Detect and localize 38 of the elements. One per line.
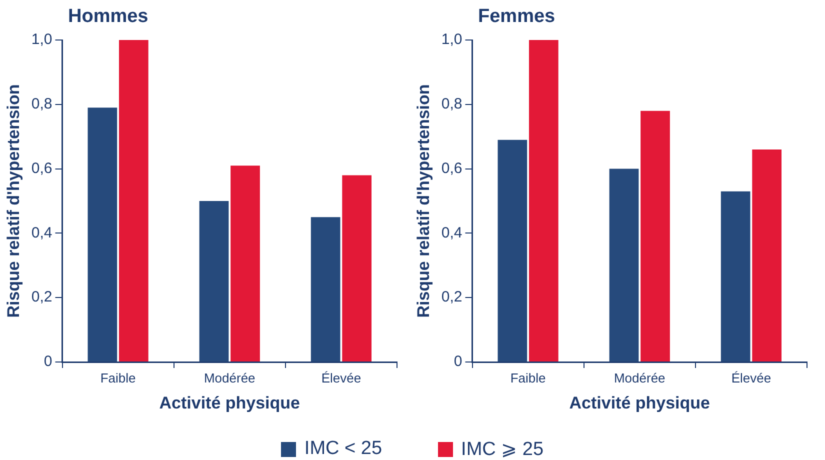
bar <box>720 191 750 362</box>
bar <box>310 217 340 362</box>
x-tick-label: Élevée <box>321 370 362 386</box>
x-axis-title: Activité physique <box>569 393 710 412</box>
bar <box>342 175 372 362</box>
x-tick-label: Modérée <box>614 370 666 386</box>
y-tick-label: 0,8 <box>31 96 52 113</box>
chart-title: Hommes <box>68 6 148 28</box>
x-axis-title: Activité physique <box>159 393 300 412</box>
bar <box>118 40 148 362</box>
x-tick-label: Élevée <box>731 370 772 386</box>
x-tick-label: Faible <box>510 370 546 386</box>
y-tick-label: 0,4 <box>31 224 52 242</box>
chart-title: Femmes <box>478 6 556 28</box>
y-tick-label: 1,0 <box>441 31 462 48</box>
bar <box>88 108 118 362</box>
bar <box>498 140 528 362</box>
bar <box>199 201 229 362</box>
y-tick-label: 0,4 <box>441 224 462 242</box>
y-axis-title: Risque relatif d'hypertension <box>4 84 23 318</box>
y-axis-title: Risque relatif d'hypertension <box>414 84 433 318</box>
bar <box>609 168 639 362</box>
x-tick-label: Modérée <box>204 370 256 386</box>
legend-label: IMC ⩾ 25 <box>461 438 544 460</box>
y-tick-label: 0,2 <box>31 288 52 306</box>
bar <box>640 110 670 362</box>
y-tick-label: 1,0 <box>31 31 52 48</box>
y-tick-label: 0 <box>44 353 52 370</box>
legend-label: IMC < 25 <box>304 438 382 460</box>
y-tick-label: 0,8 <box>441 96 462 113</box>
y-tick-label: 0 <box>454 353 462 370</box>
bar <box>230 166 260 362</box>
y-tick-label: 0,6 <box>31 160 52 177</box>
y-tick-label: 0,6 <box>441 160 462 177</box>
bar <box>528 40 558 362</box>
x-tick-label: Faible <box>100 370 136 386</box>
y-tick-label: 0,2 <box>441 288 462 306</box>
bar <box>752 149 782 362</box>
